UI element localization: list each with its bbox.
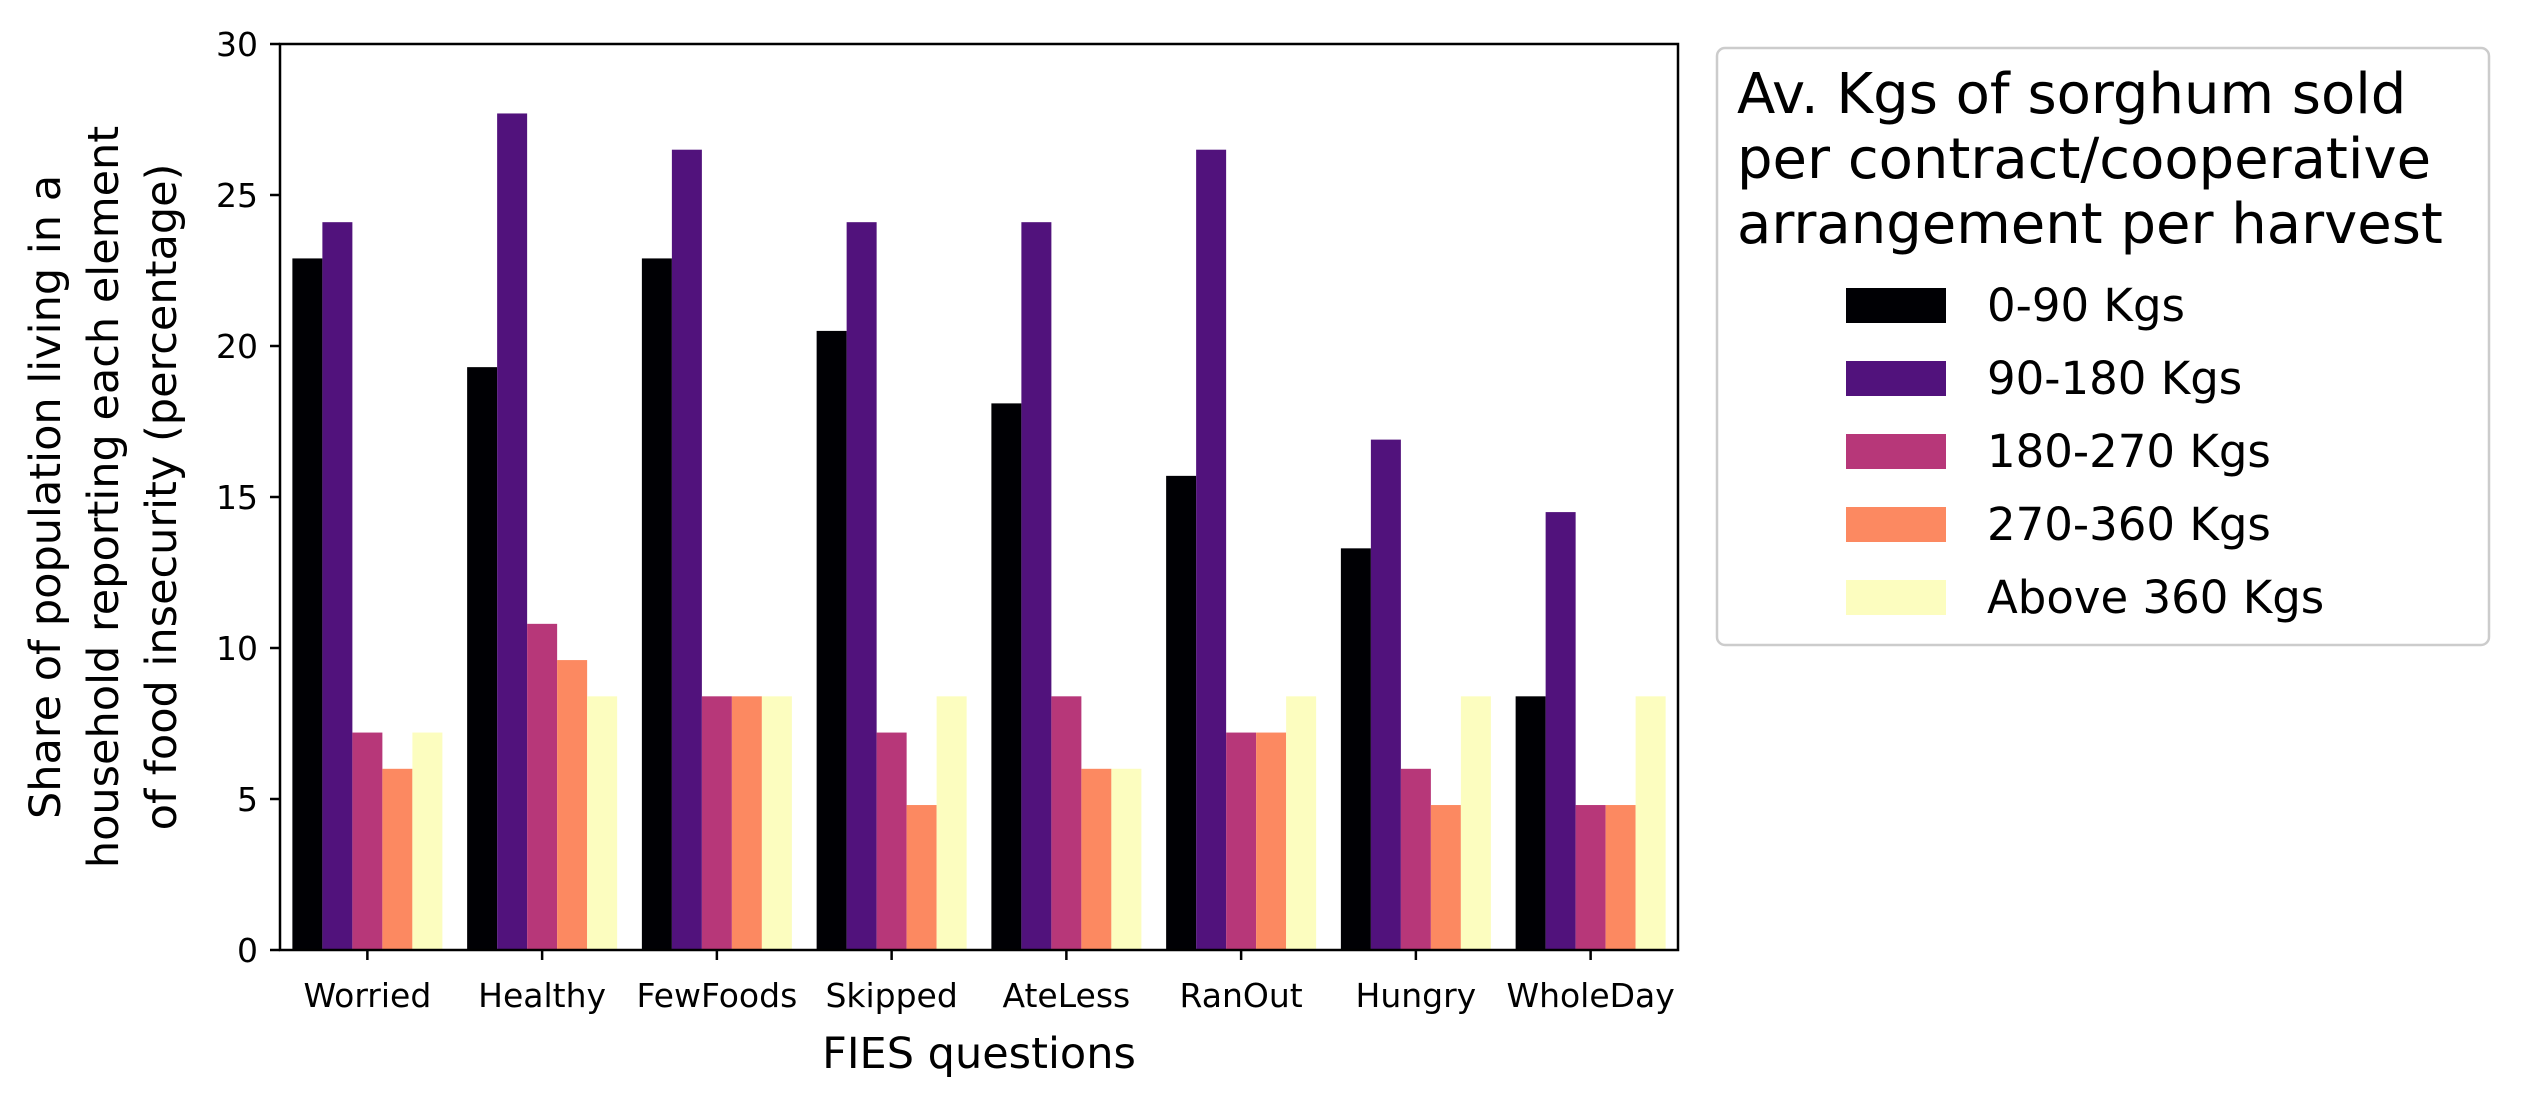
bar	[1196, 149, 1227, 950]
bar	[761, 696, 792, 950]
bar	[1515, 696, 1546, 950]
bar	[641, 258, 672, 950]
bar	[467, 367, 498, 950]
y-axis-title-line: Share of population living in a	[21, 175, 71, 819]
x-tick-label: WholeDay	[1506, 976, 1674, 1015]
x-tick-label: Skipped	[825, 976, 957, 1015]
bar	[1340, 548, 1371, 950]
bar	[1051, 696, 1082, 950]
bar	[587, 696, 618, 950]
y-tick-label: 0	[237, 931, 258, 970]
bar	[906, 805, 937, 950]
bar	[991, 403, 1022, 950]
legend-label: 90-180 Kgs	[1987, 352, 2242, 405]
y-tick-label: 5	[237, 780, 258, 819]
bar	[352, 732, 383, 950]
legend-title-line: Av. Kgs of sorghum sold	[1737, 62, 2406, 127]
bar	[1635, 696, 1666, 950]
bar	[1166, 475, 1197, 950]
plot-bars	[292, 113, 1666, 950]
y-tick-label: 10	[216, 629, 258, 668]
legend-label: Above 360 Kgs	[1987, 571, 2324, 624]
bar	[382, 768, 413, 950]
y-tick-label: 30	[216, 25, 258, 64]
x-tick-label: RanOut	[1180, 976, 1303, 1015]
x-tick-label: Worried	[303, 976, 431, 1015]
bar	[816, 330, 847, 950]
legend-frame	[1715, 46, 2491, 647]
bar	[1430, 805, 1461, 950]
legend-swatch	[1846, 361, 1946, 396]
y-tick-label: 25	[216, 176, 258, 215]
legend-label: 270-360 Kgs	[1987, 498, 2271, 551]
bar	[1370, 439, 1401, 950]
bar	[1605, 805, 1636, 950]
legend-swatch	[1846, 507, 1946, 542]
legend-label: 0-90 Kgs	[1987, 279, 2185, 332]
x-tick-label: AteLess	[1003, 976, 1131, 1015]
y-axis-title-line: household reporting each element	[79, 126, 129, 868]
bar	[1081, 768, 1112, 950]
bar	[1256, 732, 1287, 950]
x-axis-title: FIES questions	[822, 1029, 1136, 1079]
bar	[1575, 805, 1606, 950]
x-tick-label: FewFoods	[636, 976, 797, 1015]
x-tick-label: Healthy	[478, 976, 606, 1015]
bar	[846, 222, 877, 950]
y-tick-label: 20	[216, 327, 258, 366]
bar	[292, 258, 323, 950]
y-axis-title-line: of food insecurity (percentage)	[137, 164, 187, 831]
bar	[1021, 222, 1052, 950]
bar	[1400, 768, 1431, 950]
bar	[527, 623, 558, 950]
bar	[557, 660, 588, 950]
bar	[1460, 696, 1491, 950]
bar	[731, 696, 762, 950]
legend-swatch	[1846, 288, 1946, 323]
bar	[497, 113, 528, 950]
bar	[1545, 512, 1576, 950]
bar	[1286, 696, 1317, 950]
legend-swatch	[1846, 580, 1946, 615]
y-tick-label: 15	[216, 478, 258, 517]
bar	[1111, 768, 1142, 950]
x-tick-label: Hungry	[1356, 976, 1477, 1015]
bar	[322, 222, 353, 950]
bar	[1226, 732, 1257, 950]
bar	[671, 149, 702, 950]
bar	[936, 696, 967, 950]
bar	[412, 732, 443, 950]
bar	[701, 696, 732, 950]
legend-swatch	[1846, 434, 1946, 469]
legend-title-line: arrangement per harvest	[1737, 192, 2443, 257]
plot-labels: 0 5 10 15 20 25 30 Worried Healthy FewFoods Skippe…	[21, 25, 1675, 1079]
legend-title-line: per contract/cooperative	[1737, 127, 2431, 192]
plot-axes	[270, 42, 1680, 960]
legend-label: 180-270 Kgs	[1987, 425, 2271, 478]
bar	[876, 732, 907, 950]
